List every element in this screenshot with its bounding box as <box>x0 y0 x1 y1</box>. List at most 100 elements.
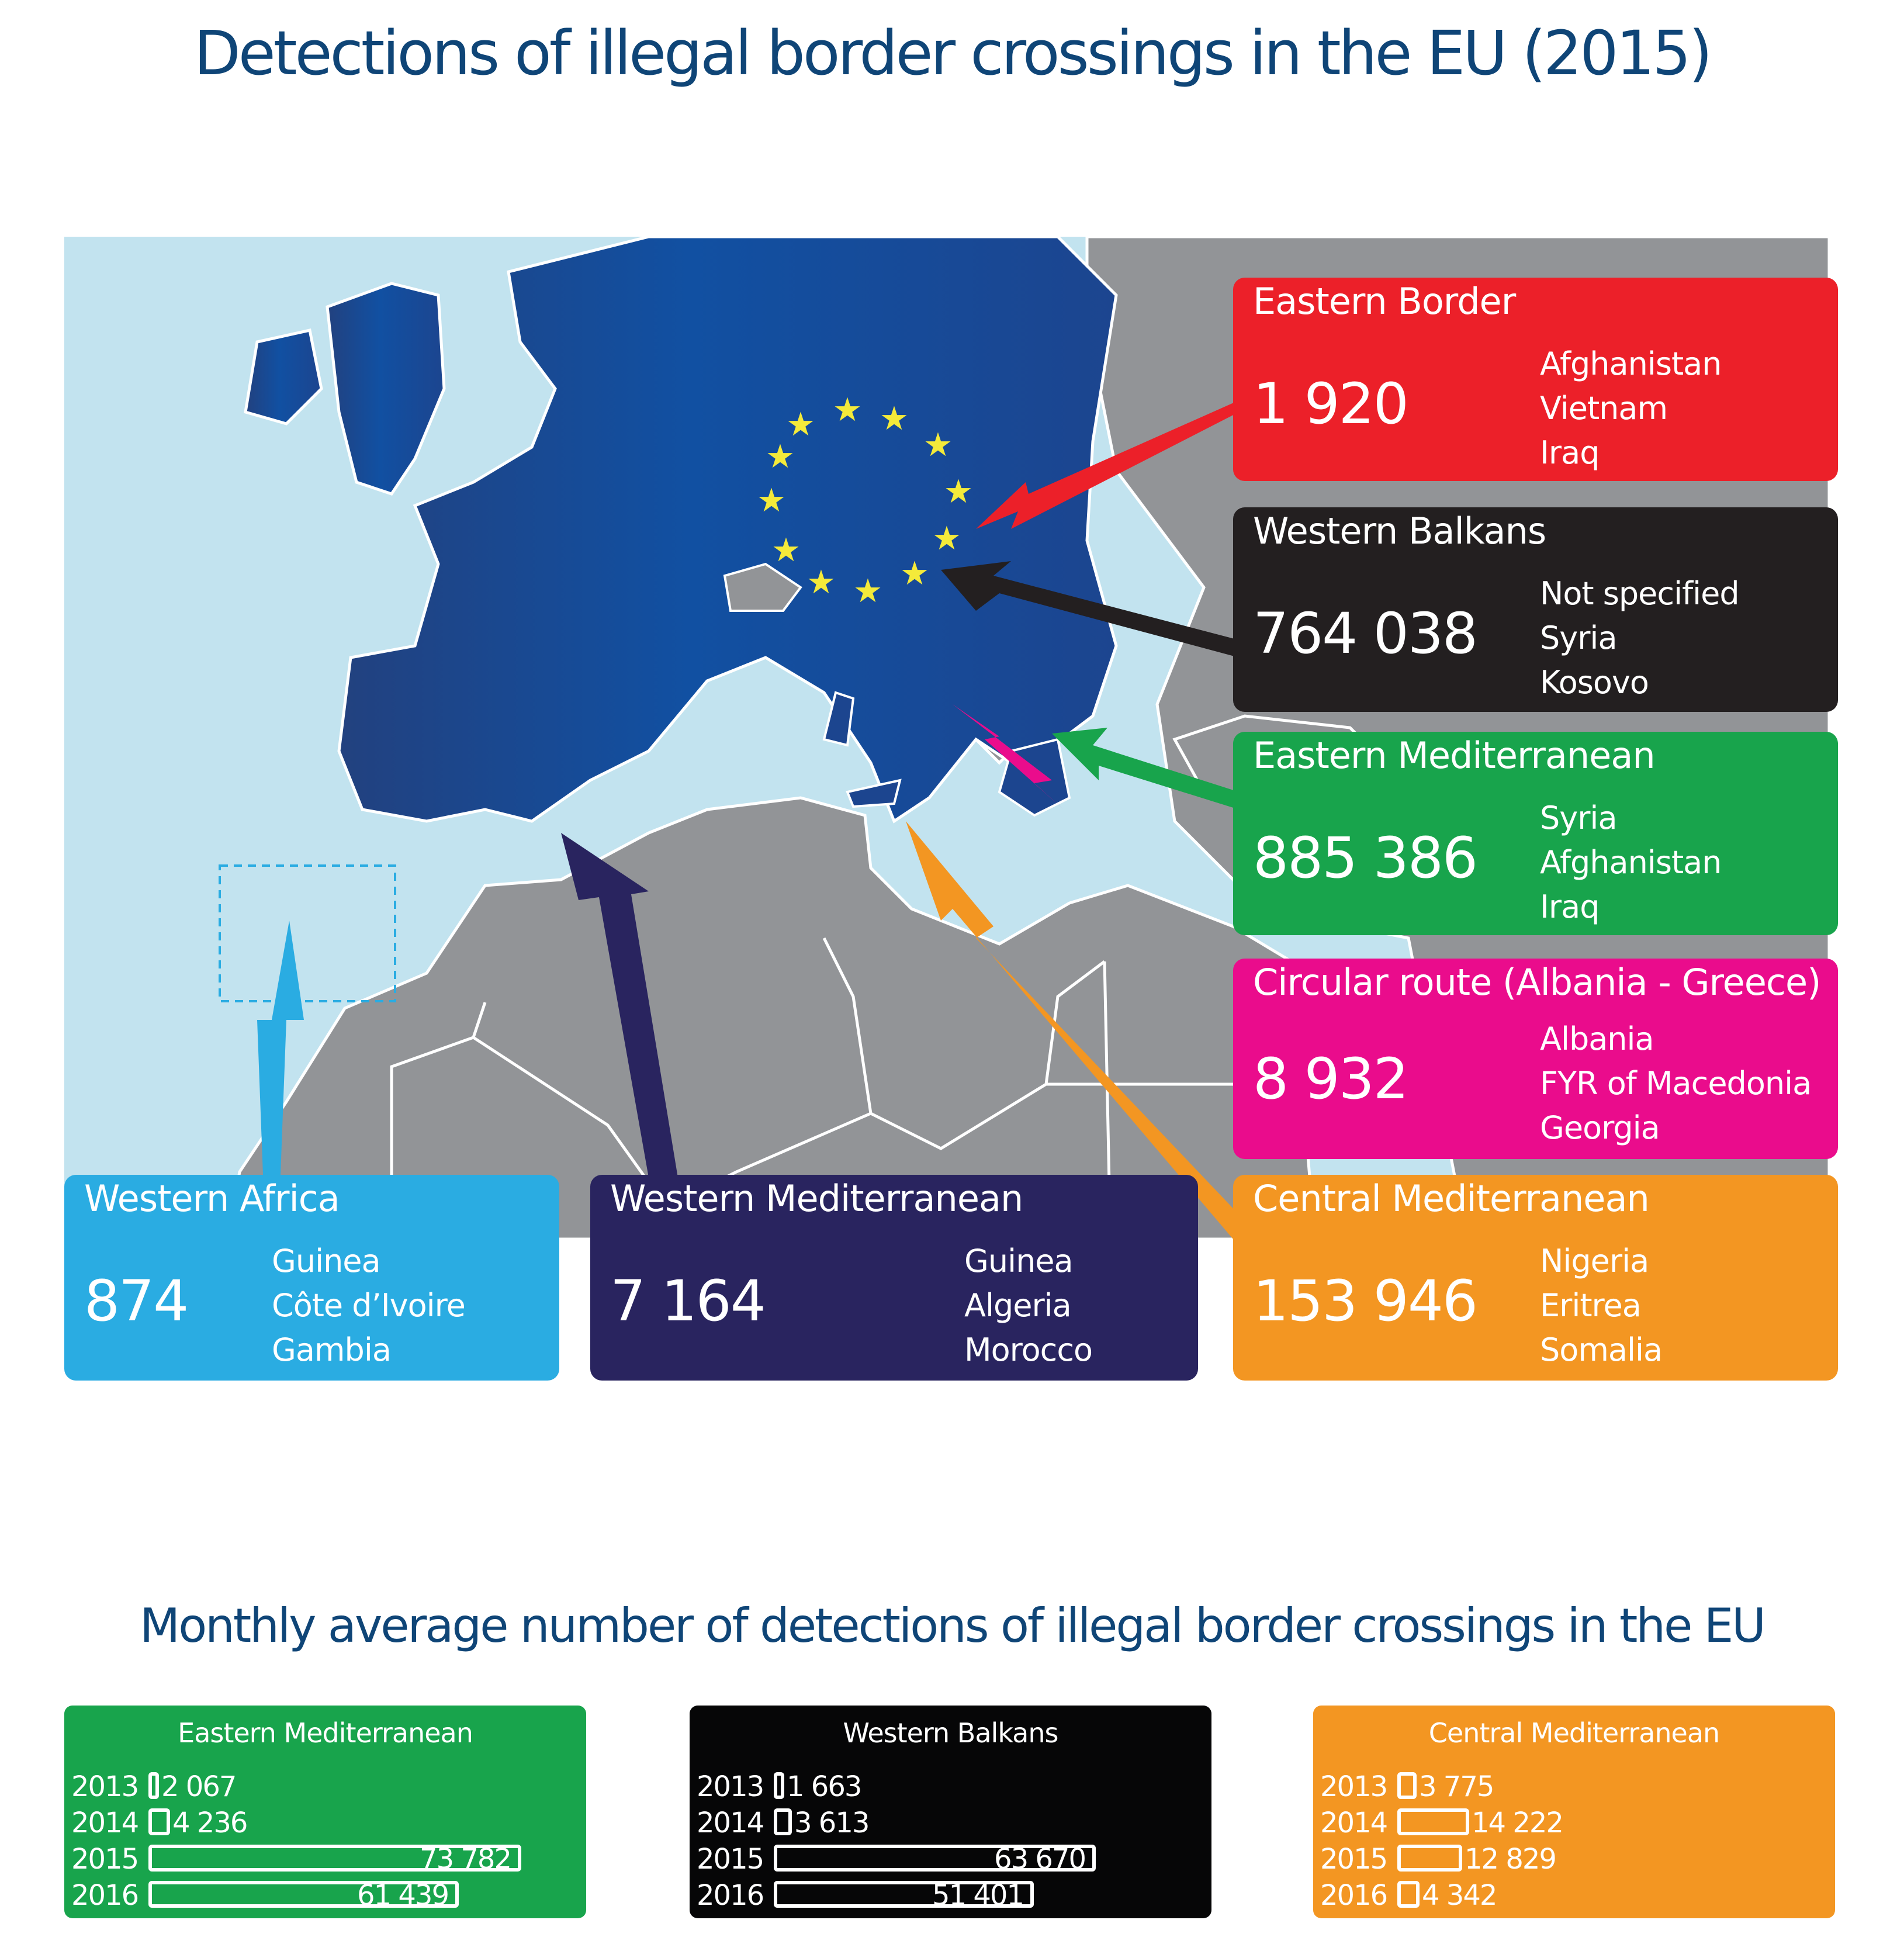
bar <box>774 1881 1034 1908</box>
route-total: 8 932 <box>1253 1046 1409 1112</box>
route-card-western-africa: Western Africa 874 Guinea Côte d’Ivoire … <box>64 1175 559 1381</box>
value-label: 73 782 <box>420 1843 512 1876</box>
chart-title: Eastern Mediterranean <box>178 1717 473 1749</box>
svg-text:★: ★ <box>771 531 801 569</box>
value-label: 14 222 <box>1472 1807 1564 1839</box>
bar <box>148 1808 170 1835</box>
route-total: 1 920 <box>1253 371 1409 437</box>
value-label: 63 670 <box>994 1843 1086 1876</box>
year-label: 2016 <box>1320 1879 1388 1912</box>
chart-row: 2014 4 236 <box>71 1806 580 1840</box>
value-label: 4 236 <box>172 1807 248 1839</box>
bar <box>774 1845 1096 1872</box>
bar <box>148 1845 521 1872</box>
bar-chart-eastern-mediterranean: Eastern Mediterranean 2013 2 067 2014 4 236 2… <box>64 1706 586 1918</box>
nationality-item: Syria <box>1540 800 1618 836</box>
route-nationalities: Not specified Syria Kosovo <box>1540 572 1740 705</box>
route-nationalities: Nigeria Eritrea Somalia <box>1540 1239 1663 1372</box>
value-label: 61 439 <box>357 1879 449 1912</box>
route-total: 153 946 <box>1253 1268 1478 1334</box>
nationality-item: Afghanistan <box>1540 844 1722 881</box>
value-label: 4 342 <box>1422 1879 1497 1912</box>
bar <box>774 1772 784 1799</box>
nationality-item: Algeria <box>964 1287 1072 1324</box>
route-arrows <box>257 400 1262 1239</box>
svg-text:★: ★ <box>932 520 961 558</box>
nationality-item: Guinea <box>964 1243 1074 1279</box>
chart-row: 2014 14 222 <box>1320 1806 1829 1840</box>
route-total: 885 386 <box>1253 825 1478 891</box>
route-card-eastern-mediterranean: Eastern Mediterranean 885 386 Syria Afgh… <box>1233 732 1838 935</box>
chart-row: 2015 12 829 <box>1320 1842 1829 1876</box>
chart-row: 2013 2 067 <box>71 1770 580 1804</box>
chart-row: 2014 3 613 <box>697 1806 1205 1840</box>
nationality-item: Guinea <box>272 1243 381 1279</box>
nationality-item: Eritrea <box>1540 1287 1642 1324</box>
route-nationalities: Afghanistan Vietnam Iraq <box>1540 342 1722 475</box>
route-card-eastern-border: Eastern Border 1 920 Afghanistan Vietnam… <box>1233 278 1838 481</box>
svg-text:★: ★ <box>786 406 815 444</box>
svg-text:★: ★ <box>766 438 795 476</box>
nationality-item: Afghanistan <box>1540 345 1722 382</box>
route-name: Western Africa <box>84 1177 340 1220</box>
nationality-item: Morocco <box>964 1331 1093 1368</box>
bar <box>1397 1772 1417 1799</box>
svg-text:★: ★ <box>923 426 953 464</box>
year-label: 2013 <box>1320 1770 1388 1803</box>
value-label: 3 775 <box>1419 1770 1494 1803</box>
route-nationalities: Syria Afghanistan Iraq <box>1540 796 1722 929</box>
svg-text:★: ★ <box>853 572 882 610</box>
route-total: 764 038 <box>1253 601 1478 666</box>
year-label: 2015 <box>1320 1843 1388 1876</box>
svg-text:★: ★ <box>833 391 862 429</box>
year-label: 2014 <box>1320 1807 1388 1839</box>
chart-title: Western Balkans <box>843 1717 1059 1749</box>
svg-text:★: ★ <box>880 400 909 438</box>
year-label: 2015 <box>71 1843 139 1876</box>
chart-row: 2013 3 775 <box>1320 1770 1829 1804</box>
year-label: 2014 <box>697 1807 764 1839</box>
route-nationalities: Guinea Côte d’Ivoire Gambia <box>272 1239 466 1372</box>
bar <box>774 1808 792 1835</box>
section-subtitle: Monthly average number of detections of … <box>140 1599 1766 1653</box>
nationality-item: Vietnam <box>1540 390 1668 427</box>
bar <box>1397 1845 1462 1872</box>
route-name: Central Mediterranean <box>1253 1177 1650 1220</box>
chart-row: 2015 63 670 <box>697 1842 1205 1876</box>
nationality-item: Kosovo <box>1540 664 1649 701</box>
bar <box>148 1881 459 1908</box>
route-name: Western Balkans <box>1253 510 1546 552</box>
value-label: 3 613 <box>794 1807 870 1839</box>
value-label: 51 401 <box>932 1879 1024 1912</box>
year-label: 2015 <box>697 1843 764 1876</box>
nationality-item: Côte d’Ivoire <box>272 1287 466 1324</box>
svg-text:★: ★ <box>900 555 929 593</box>
year-label: 2013 <box>71 1770 139 1803</box>
value-label: 2 067 <box>161 1770 237 1803</box>
route-name: Eastern Border <box>1253 280 1516 323</box>
chart-row: 2013 1 663 <box>697 1770 1205 1804</box>
bar <box>1397 1881 1420 1908</box>
year-label: 2016 <box>71 1879 139 1912</box>
route-total: 874 <box>84 1268 189 1334</box>
route-name: Eastern Mediterranean <box>1253 734 1656 777</box>
nationality-item: Albania <box>1540 1021 1654 1057</box>
page-title: Detections of illegal border crossings i… <box>193 18 1713 89</box>
year-label: 2016 <box>697 1879 764 1912</box>
svg-text:★: ★ <box>806 563 836 601</box>
value-label: 1 663 <box>787 1770 862 1803</box>
nationality-item: Nigeria <box>1540 1243 1649 1279</box>
nationality-item: Iraq <box>1540 434 1600 471</box>
chart-row: 2015 73 782 <box>71 1842 580 1876</box>
year-label: 2014 <box>71 1807 139 1839</box>
nationality-item: Georgia <box>1540 1109 1660 1146</box>
route-card-circular-route: Circular route (Albania - Greece) 8 932 … <box>1233 959 1838 1159</box>
nationality-item: Gambia <box>272 1331 392 1368</box>
svg-text:★: ★ <box>944 473 973 511</box>
nationality-item: Syria <box>1540 620 1618 656</box>
chart-row: 2016 4 342 <box>1320 1879 1829 1912</box>
route-card-western-balkans: Western Balkans 764 038 Not specified Sy… <box>1233 507 1838 712</box>
chart-row: 2016 61 439 <box>71 1879 580 1912</box>
nationality-item: Somalia <box>1540 1331 1663 1368</box>
svg-text:★: ★ <box>757 482 786 520</box>
